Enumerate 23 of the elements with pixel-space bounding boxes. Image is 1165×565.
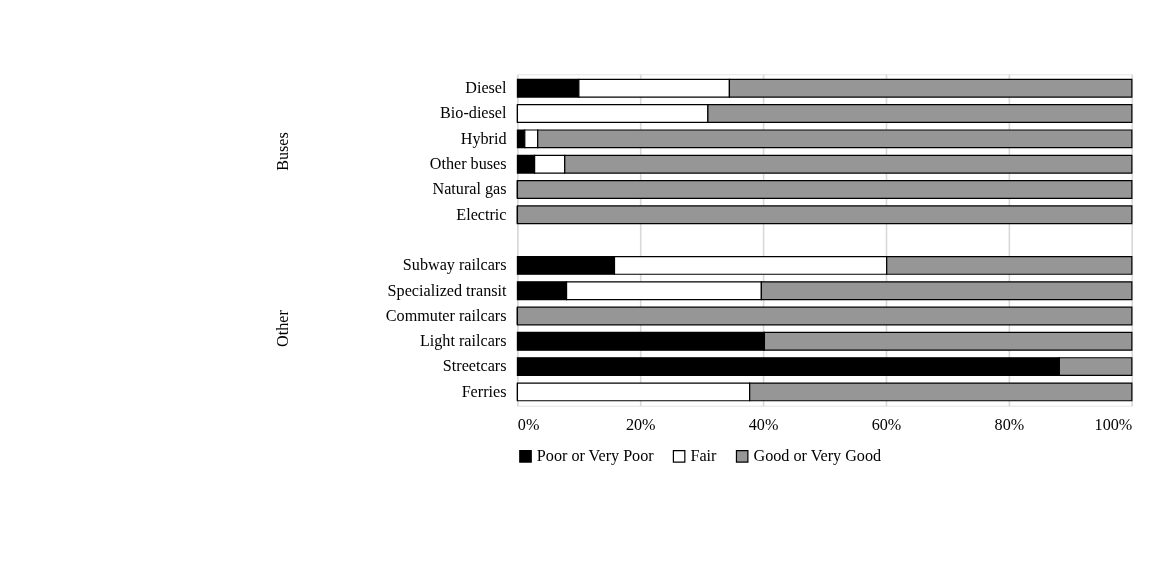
y-tick-label: Specialized transit xyxy=(387,281,508,300)
y-tick-label: Hybrid xyxy=(460,129,507,148)
legend-label: Fair xyxy=(690,447,718,465)
y-tick-label: Subway railcars xyxy=(402,256,507,275)
x-tick-label: 80% xyxy=(994,416,1025,434)
y-tick-label: Light railcars xyxy=(419,332,507,351)
text: Buses xyxy=(273,132,291,171)
x-tick-label: 40% xyxy=(748,416,779,434)
y-tick-label: Electric xyxy=(456,205,507,223)
x-tick-label: 20% xyxy=(625,416,656,434)
y-tick-label: Diesel xyxy=(465,79,508,97)
legend-label: Good or Very Good xyxy=(753,447,882,466)
legend-label: Poor or Very Poor xyxy=(536,447,655,466)
x-tick-label: 60% xyxy=(871,416,902,434)
y-tick-label: Commuter railcars xyxy=(385,306,507,324)
x-tick-label: 100% xyxy=(1094,416,1133,434)
y-tick-label: Natural gas xyxy=(432,180,507,199)
y-tick-label: Ferries xyxy=(461,382,507,400)
y-tick-label: Streetcars xyxy=(442,357,507,375)
y-tick-label: Bio-diesel xyxy=(440,104,507,122)
y-tick-label: Other buses xyxy=(429,155,507,173)
x-tick-label: 0% xyxy=(517,416,540,434)
text: Other xyxy=(273,309,291,348)
